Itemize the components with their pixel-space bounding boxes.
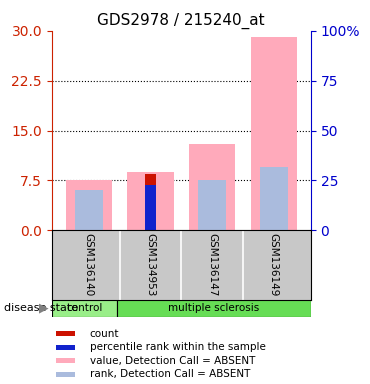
Bar	[127, 172, 174, 230]
Text: value, Detection Call = ABSENT: value, Detection Call = ABSENT	[90, 356, 255, 366]
Text: control: control	[66, 303, 102, 313]
Bar	[260, 167, 288, 230]
Text: GSM134953: GSM134953	[145, 233, 155, 297]
Text: GSM136147: GSM136147	[207, 233, 217, 297]
Bar	[56, 372, 75, 377]
Bar	[189, 144, 235, 230]
Bar	[117, 300, 311, 317]
Text: disease state: disease state	[4, 303, 78, 313]
Bar	[251, 37, 297, 230]
Text: ▶: ▶	[39, 302, 48, 315]
Bar	[198, 180, 226, 230]
Title: GDS2978 / 215240_at: GDS2978 / 215240_at	[97, 13, 265, 29]
Bar	[56, 358, 75, 363]
Text: GSM136149: GSM136149	[269, 233, 279, 297]
Bar	[145, 185, 156, 230]
Text: multiple sclerosis: multiple sclerosis	[168, 303, 259, 313]
Text: count: count	[90, 329, 119, 339]
Text: percentile rank within the sample: percentile rank within the sample	[90, 342, 265, 352]
Bar	[52, 300, 117, 317]
Text: GSM136140: GSM136140	[84, 233, 94, 296]
Bar	[56, 331, 75, 336]
Bar	[75, 190, 103, 230]
Bar	[66, 180, 112, 230]
Text: rank, Detection Call = ABSENT: rank, Detection Call = ABSENT	[90, 369, 250, 379]
Bar	[145, 174, 156, 230]
Bar	[56, 345, 75, 349]
